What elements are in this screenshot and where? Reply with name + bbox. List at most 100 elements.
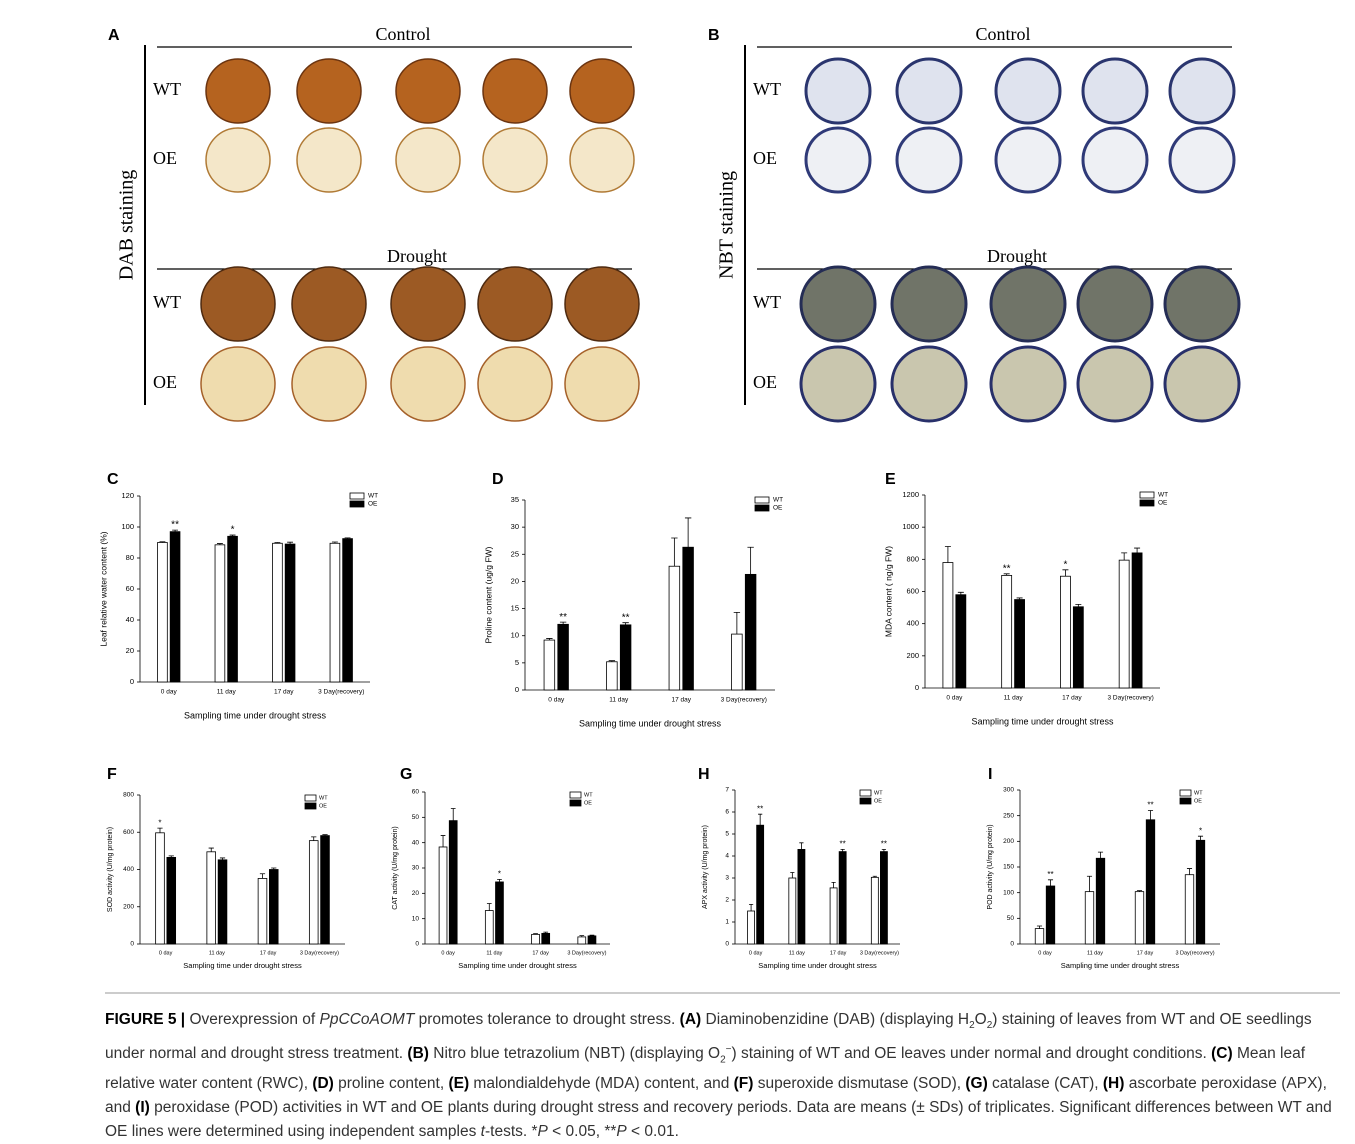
bar	[1046, 886, 1055, 944]
bar	[578, 937, 586, 944]
y-tick-label: 0	[725, 941, 729, 948]
y-tick-label: 400	[123, 866, 134, 873]
error-bar	[1098, 852, 1103, 858]
y-tick-label: 5	[515, 658, 519, 667]
y-tick-label: 800	[123, 792, 134, 799]
y-tick-label: 4	[725, 853, 729, 860]
error-bar	[685, 518, 691, 547]
leaf-disc	[478, 267, 552, 341]
leaf-disc	[206, 59, 270, 123]
leaf-disc	[292, 347, 366, 421]
bar	[588, 936, 596, 944]
y-tick-label: 100	[121, 522, 134, 531]
y-tick-label: 100	[1003, 889, 1014, 896]
x-axis-label: Sampling time under drought stress	[758, 961, 877, 970]
caption-run: (A)	[680, 1011, 702, 1028]
leaf-disc	[570, 59, 634, 123]
bar	[558, 624, 569, 690]
y-tick-label: 400	[906, 619, 919, 628]
caption-run: (G)	[965, 1075, 987, 1092]
caption-run: Overexpression of	[185, 1011, 319, 1028]
bar	[748, 911, 755, 944]
bar	[956, 595, 966, 688]
caption-run: ) staining of WT and OE leaves under nor…	[732, 1045, 1212, 1062]
bar	[789, 878, 796, 944]
caption-run: promotes tolerance to drought stress.	[414, 1011, 679, 1028]
bar	[669, 566, 680, 690]
error-bar	[1187, 869, 1192, 875]
caption-run: Nitro blue tetrazolium (NBT) (displaying…	[429, 1045, 720, 1062]
bar	[273, 543, 283, 682]
panel-label: D	[492, 471, 504, 488]
leaf-disc	[1170, 128, 1234, 192]
significance-label: **	[622, 612, 630, 623]
bar	[156, 833, 165, 944]
bar	[839, 852, 846, 944]
y-tick-label: 10	[511, 631, 519, 640]
y-tick-label: 2	[725, 897, 729, 904]
error-bar	[311, 837, 316, 841]
y-tick-label: 0	[1010, 941, 1014, 948]
x-tick-label: 11 day	[217, 689, 237, 696]
caption-run: catalase (CAT),	[988, 1075, 1103, 1092]
y-tick-label: 40	[412, 839, 420, 846]
leaf-disc	[565, 347, 639, 421]
legend-label: OE	[773, 505, 783, 512]
significance-label: **	[1047, 870, 1053, 879]
x-tick-label: 11 day	[1004, 695, 1024, 702]
error-bar	[1198, 836, 1203, 840]
y-tick-label: 80	[126, 553, 134, 562]
significance-label: *	[1199, 826, 1202, 835]
y-tick-label: 0	[130, 677, 134, 686]
leaf-disc	[1083, 128, 1147, 192]
row-label: OE	[153, 372, 177, 392]
y-tick-label: 50	[1007, 915, 1015, 922]
leaf-disc	[991, 347, 1065, 421]
leaf-disc	[1078, 347, 1152, 421]
legend-swatch	[305, 803, 316, 809]
y-tick-label: 120	[121, 491, 134, 500]
x-axis-label: Sampling time under drought stress	[971, 716, 1114, 726]
error-bar	[157, 828, 162, 833]
row-label: WT	[753, 292, 781, 312]
bar	[1135, 892, 1144, 944]
caption-run: 2	[720, 1054, 726, 1065]
group-title: Control	[375, 24, 430, 44]
legend-label: OE	[1158, 500, 1168, 507]
panel-label: F	[107, 766, 117, 783]
significance-label: **	[881, 840, 887, 849]
caption: FIGURE 5 | Overexpression of PpCCoAOMT p…	[105, 1008, 1340, 1144]
significance-label: *	[158, 818, 161, 827]
legend-swatch	[755, 505, 769, 511]
bar	[170, 532, 180, 682]
y-tick-label: 1	[725, 919, 729, 926]
legend-label: WT	[368, 493, 378, 500]
caption-run: proline content,	[334, 1075, 449, 1092]
x-tick-label: 17 day	[260, 950, 277, 956]
bar	[343, 539, 353, 682]
bar	[757, 825, 764, 944]
x-tick-label: 0 day	[946, 695, 963, 702]
leaf-disc	[1078, 267, 1152, 341]
x-tick-label: 3 Day(recovery)	[300, 950, 339, 956]
bar	[880, 852, 887, 944]
row-label: WT	[753, 79, 781, 99]
caption-run: FIGURE 5 |	[105, 1011, 185, 1028]
y-tick-label: 300	[1003, 787, 1014, 794]
y-tick-label: 200	[906, 651, 919, 660]
x-tick-label: 0 day	[161, 689, 178, 696]
error-bar	[747, 547, 753, 574]
y-tick-label: 60	[412, 789, 420, 796]
y-tick-label: 30	[412, 865, 420, 872]
x-axis-label: Sampling time under drought stress	[183, 961, 302, 970]
y-tick-label: 60	[126, 584, 134, 593]
y-tick-label: 150	[1003, 864, 1014, 871]
bar	[269, 870, 278, 945]
caption-run: (D)	[312, 1075, 334, 1092]
x-tick-label: 0 day	[159, 950, 173, 956]
leaf-disc	[391, 267, 465, 341]
leaf-disc	[1083, 59, 1147, 123]
y-tick-label: 600	[123, 829, 134, 836]
row-label: OE	[153, 148, 177, 168]
bar	[158, 543, 168, 683]
